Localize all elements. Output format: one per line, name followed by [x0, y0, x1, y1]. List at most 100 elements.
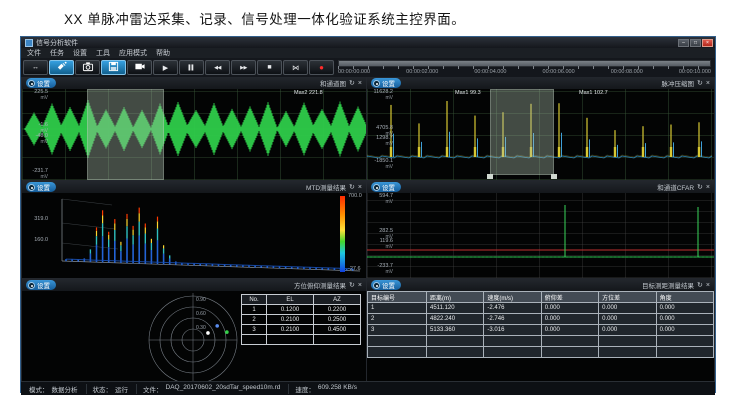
panel-sum-channel: 设置 和通道图 ↻ × Max2 221.8 225.5 mV -1.6 mV -48.…: [22, 77, 366, 180]
close-panel-icon[interactable]: ×: [357, 183, 362, 191]
window-title: 信号分析软件: [36, 39, 78, 47]
menu-item-5[interactable]: 帮助: [156, 50, 170, 57]
record-button[interactable]: ●: [309, 60, 334, 75]
refresh-icon[interactable]: ↻: [349, 184, 355, 191]
selection-region[interactable]: [87, 89, 164, 180]
menu-item-3[interactable]: 工具: [96, 50, 110, 57]
selection-handle-right[interactable]: [551, 174, 557, 179]
minimize-button[interactable]: –: [678, 38, 689, 47]
rewind-button[interactable]: ◀◀: [205, 60, 230, 75]
selection-handle-left[interactable]: [487, 174, 493, 179]
stop-icon: ■: [267, 64, 272, 71]
range-col-header[interactable]: 距离(m): [425, 291, 485, 303]
close-panel-icon[interactable]: ×: [357, 281, 362, 289]
record-icon: ●: [319, 63, 324, 72]
sum-ylabel-2: -48.0 mV: [35, 133, 48, 145]
settings-tab[interactable]: 设置: [371, 182, 401, 192]
angle-table-row[interactable]: 1 0.1200 0.2200: [241, 304, 361, 315]
settings-tab[interactable]: 设置: [26, 280, 56, 290]
angle-plot[interactable]: No. EL AZ 1 0.1200 0.2200 2 0.2100 0.2500 3 0.210…: [22, 291, 366, 381]
close-panel-icon[interactable]: ×: [357, 79, 362, 87]
range-col-header[interactable]: 俯仰差: [540, 291, 600, 303]
colorbar-max-label: 700.0: [348, 193, 362, 199]
timeline-ruler[interactable]: 00:00:00.000 00:00:02.000 00:00:04.000 00:0…: [338, 58, 713, 77]
acquisition-button[interactable]: [49, 60, 74, 75]
video-button[interactable]: [127, 60, 152, 75]
status-item-0: 模式： 数据分析: [29, 383, 87, 394]
range-col-header[interactable]: 速度(m/s): [483, 291, 542, 303]
range-col-header[interactable]: 方位差: [598, 291, 657, 303]
selection-region[interactable]: [490, 89, 554, 175]
sum-channel-plot[interactable]: Max2 221.8 225.5 mV -1.6 mV -48.0 mV -231.7 mV: [22, 89, 366, 180]
panel-title: 方位俯仰测量结果: [294, 283, 347, 290]
range-table-row[interactable]: 3 5133.360 -3.016 0.000 0.000 0.000: [367, 324, 714, 336]
maximize-button[interactable]: □: [690, 38, 701, 47]
settings-tab[interactable]: 设置: [26, 182, 56, 192]
panel-sum-channel-header: 设置 和通道图 ↻ ×: [22, 77, 366, 89]
angle-table-head: No. EL AZ: [241, 294, 361, 305]
range-cell: -2.746: [483, 313, 542, 325]
rewind-icon: ◀◀: [214, 64, 221, 71]
panel-pulse-compression-header: 设置 脉冲压缩图 ↻ ×: [367, 77, 714, 89]
range-table-row[interactable]: 2 4822.240 -2.746 0.000 0.000 0.000: [367, 313, 714, 325]
timeline-label-0: 00:00:00.000: [338, 69, 371, 75]
settings-tab[interactable]: 设置: [371, 280, 401, 290]
range-cell: 0.000: [598, 302, 657, 314]
settings-icon: [28, 183, 35, 191]
cfar-ylabel-0: 594.7 mV: [379, 193, 393, 205]
range-col-header[interactable]: 目标编号: [367, 291, 427, 303]
range-cell: [655, 335, 714, 347]
range-table-row[interactable]: [367, 346, 714, 358]
refresh-icon[interactable]: ↻: [697, 184, 703, 191]
transfer-button[interactable]: ↔: [23, 60, 48, 75]
pause-button[interactable]: ▌▌: [179, 60, 204, 75]
cfar-ylabel-2: 119.6 mV: [379, 238, 393, 250]
timeline-label-5: 00:00:10.000: [678, 69, 711, 75]
cfar-plot[interactable]: 594.7 mV 282.5 mV 119.6 mV -233.7 mV: [367, 193, 714, 278]
range-cell: [425, 335, 485, 347]
angle-cell: 0.2100: [266, 314, 314, 325]
range-table-row[interactable]: [367, 335, 714, 347]
range-col-header[interactable]: 角度: [655, 291, 714, 303]
svg-text:0.90: 0.90: [196, 297, 206, 303]
timeline-labels: 00:00:00.000 00:00:02.000 00:00:04.000 00:0…: [338, 69, 711, 75]
close-panel-icon[interactable]: ×: [705, 79, 710, 87]
pulse-compression-plot[interactable]: 11628.2 mV 4705.8 mV 1298.7 mV -1850.1 mV Max1 9…: [367, 89, 714, 180]
refresh-icon[interactable]: ↻: [349, 282, 355, 289]
range-cell: [598, 346, 657, 358]
angle-cell: [266, 334, 314, 345]
peak-label-0: Max1 99.3: [455, 90, 481, 96]
status-bar: 模式： 数据分析 状态： 运行 文件： DAQ_20170602_20sdTar_spee…: [21, 381, 715, 395]
snapshot-button[interactable]: [75, 60, 100, 75]
fast-forward-button[interactable]: ▶▶: [231, 60, 256, 75]
stop-button[interactable]: ■: [257, 60, 282, 75]
save-button[interactable]: [101, 60, 126, 75]
menu-item-2[interactable]: 设置: [73, 50, 87, 57]
close-panel-icon[interactable]: ×: [705, 183, 710, 191]
panel-pulse-compression: 设置 脉冲压缩图 ↻ × 11628.2 mV 4705.8 mV 1298.7 mV -1…: [367, 77, 714, 180]
pulse-ylabel-3: -1850.1 mV: [374, 158, 393, 170]
settings-tab[interactable]: 设置: [371, 78, 401, 88]
menu-item-1[interactable]: 任务: [50, 50, 64, 57]
sum-ylabel-3: -231.7 mV: [32, 168, 48, 180]
refresh-icon[interactable]: ↻: [349, 80, 355, 87]
refresh-icon[interactable]: ↻: [697, 80, 703, 87]
loop-button[interactable]: ⋈: [283, 60, 308, 75]
angle-table-row[interactable]: 3 0.2100 0.4500: [241, 324, 361, 335]
angle-cell: 3: [241, 324, 267, 335]
angle-table-row[interactable]: [241, 334, 361, 345]
refresh-icon[interactable]: ↻: [697, 282, 703, 289]
range-cell: 2: [367, 313, 427, 325]
close-button[interactable]: ×: [702, 38, 713, 47]
menu-item-4[interactable]: 应用模式: [119, 50, 147, 57]
mtd-plot[interactable]: 700.0 -27.6 319.0 160.0: [22, 193, 366, 278]
close-panel-icon[interactable]: ×: [705, 281, 710, 289]
menu-item-0[interactable]: 文件: [27, 50, 41, 57]
angle-table-row[interactable]: 2 0.2100 0.2500: [241, 314, 361, 325]
range-cell: -2.476: [483, 302, 542, 314]
mtd-ylabel-0: 319.0: [34, 216, 48, 222]
range-table-area: 目标编号 距离(m) 速度(m/s) 俯仰差 方位差 角度 1 4511.120 -2.476…: [367, 291, 714, 381]
play-button[interactable]: ▶: [153, 60, 178, 75]
range-table-row[interactable]: 1 4511.120 -2.476 0.000 0.000 0.000: [367, 302, 714, 314]
settings-tab[interactable]: 设置: [26, 78, 56, 88]
